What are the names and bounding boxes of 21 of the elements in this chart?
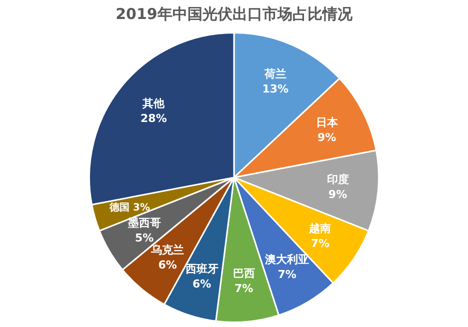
slice-label: 澳大利亚: [264, 253, 310, 266]
slice-label: 荷兰: [263, 68, 286, 81]
chart-title: 2019年中国光伏出口市场占比情况: [116, 4, 354, 23]
data-label: 6%: [192, 277, 212, 290]
data-label: 9%: [318, 131, 336, 144]
data-label: 9%: [328, 188, 348, 202]
data-label: 6%: [158, 258, 177, 272]
slice-label: 德国 3%: [108, 201, 150, 214]
data-label: 7%: [278, 268, 296, 282]
slice-label: 日本: [316, 116, 339, 130]
slice-label: 乌克兰: [150, 244, 184, 257]
data-label: 13%: [262, 82, 289, 96]
data-label: 5%: [134, 231, 154, 244]
data-label: 7%: [234, 282, 254, 296]
slice-label: 巴西: [232, 267, 255, 280]
slice-label: 西班牙: [184, 262, 218, 276]
data-label: 7%: [310, 236, 330, 250]
data-label: 28%: [140, 112, 167, 125]
slice-label: 印度: [326, 173, 349, 186]
slice-label: 越南: [308, 222, 332, 235]
slice-label: 其他: [142, 96, 166, 110]
